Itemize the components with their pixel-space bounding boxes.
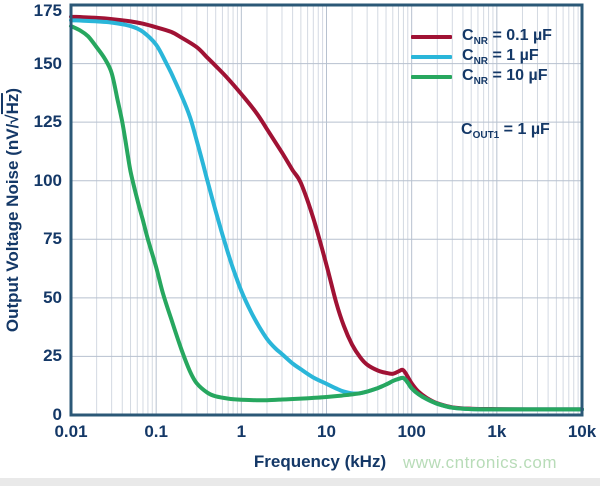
x-tick-label: 10k [567, 422, 597, 441]
legend-swatch [411, 55, 452, 59]
x-tick-label: 0.01 [54, 422, 88, 441]
x-tick-label: 0.1 [144, 422, 168, 441]
legend-swatch [411, 35, 452, 39]
cout-annotation: COUT1 = 1 µF [461, 121, 550, 141]
x-tick-label: 1 [236, 422, 247, 441]
legend-item: CNR = 10 µF [411, 67, 552, 87]
legend-item: CNR = 1 µF [411, 47, 552, 67]
y-tick-label: 0 [52, 405, 62, 424]
y-tick-label: 75 [43, 229, 62, 249]
legend-label: CNR = 1 µF [462, 47, 539, 67]
watermark: www.cntronics.com [403, 453, 557, 472]
cout-prefix: C [461, 121, 473, 138]
y-tick-label: 150 [33, 53, 62, 73]
legend-label: CNR = 0.1 µF [462, 27, 552, 47]
x-tick-label: 100 [397, 422, 426, 441]
legend-label: CNR = 10 µF [462, 67, 548, 87]
y-tick-label: 100 [33, 170, 62, 190]
x-axis-title: Frequency (kHz) [253, 452, 387, 471]
y-tick-label: 50 [43, 287, 62, 307]
x-tick-label: 1k [487, 422, 507, 441]
curve-series-2 [69, 24, 584, 412]
legend: CNR = 0.1 µF CNR = 1 µF CNR = 10 µF [411, 27, 552, 87]
cout-value: = 1 µF [499, 121, 550, 138]
x-tick-label: 10 [317, 422, 336, 441]
plot-frame [69, 3, 584, 417]
y-tick-label: 125 [33, 112, 62, 132]
bottom-strip [0, 478, 600, 486]
cout-subscript: OUT1 [472, 130, 500, 141]
y-tick-label: 25 [43, 346, 62, 366]
legend-swatch [411, 75, 452, 79]
y-axis-title-close: ) [3, 87, 22, 94]
legend-item: CNR = 0.1 µF [411, 27, 552, 47]
y-tick-label: 175 [33, 1, 62, 20]
